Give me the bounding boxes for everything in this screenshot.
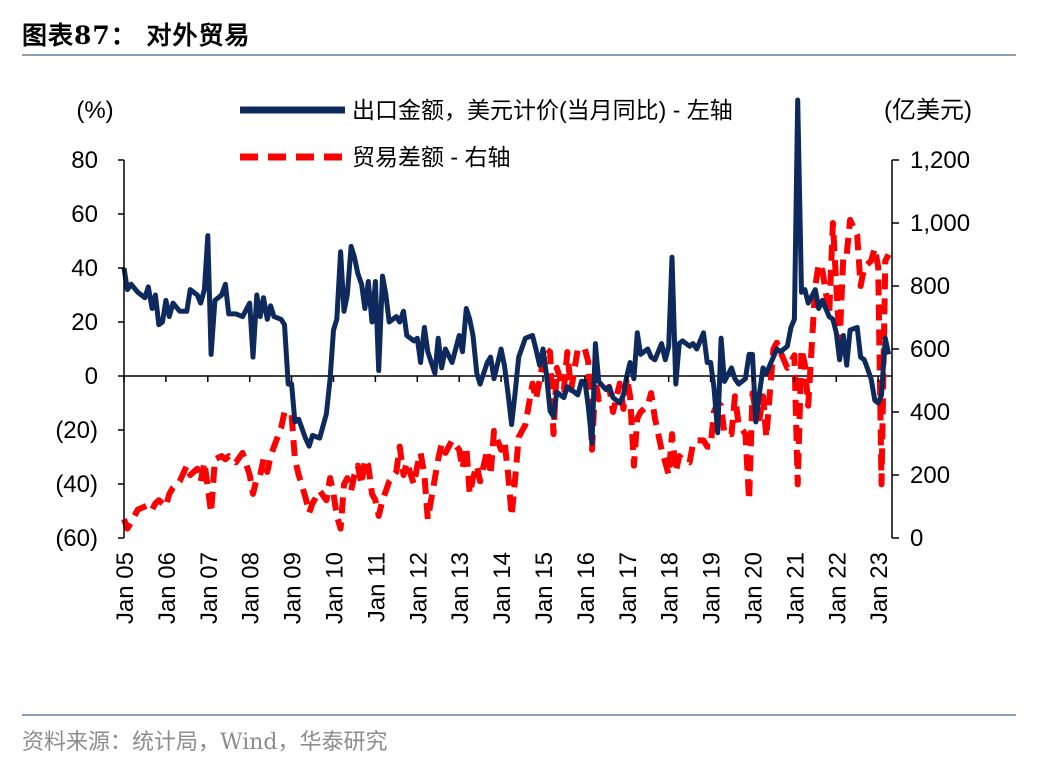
right-axis-ticks: 1,200 1,000 800 600 400 200 0 xyxy=(892,147,970,552)
x-tick-label: Jan 21 xyxy=(782,552,809,624)
series-group xyxy=(121,97,892,532)
right-tick-label: 1,200 xyxy=(910,147,970,174)
x-tick-label: Jan 09 xyxy=(280,552,307,624)
title-rule xyxy=(22,54,1016,56)
left-tick-label: (40) xyxy=(55,471,98,498)
source-note: 资料来源：统计局，Wind，华泰研究 xyxy=(22,730,388,755)
right-axis-unit: (亿美元) xyxy=(884,97,972,124)
x-tick-label: Jan 14 xyxy=(489,552,516,624)
left-tick-label: (20) xyxy=(55,417,98,444)
left-tick-label: 20 xyxy=(71,309,98,336)
left-tick-label: 40 xyxy=(71,255,98,282)
x-tick-label: Jan 06 xyxy=(154,552,181,624)
x-tick-label: Jan 23 xyxy=(866,552,893,624)
x-tick-label: Jan 12 xyxy=(405,552,432,624)
source-rule xyxy=(22,714,1016,716)
right-tick-label: 600 xyxy=(910,336,950,363)
figure-title: 图表87： 对外贸易 xyxy=(22,21,251,50)
export-yoy-line xyxy=(121,97,892,449)
left-axis-ticks: 80 60 40 20 0 (20) (40) (60) xyxy=(55,147,124,552)
right-tick-label: 1,000 xyxy=(910,210,970,237)
x-tick-label: Jan 17 xyxy=(615,552,642,624)
legend-label-exports: 出口金额，美元计价(当月同比) - 左轴 xyxy=(352,97,733,123)
right-tick-label: 200 xyxy=(910,462,950,489)
trade-balance-line xyxy=(121,216,892,532)
x-tick-label: Jan 08 xyxy=(238,552,265,624)
right-tick-label: 800 xyxy=(910,273,950,300)
left-tick-label: 60 xyxy=(71,201,98,228)
right-tick-label: 0 xyxy=(910,525,923,552)
legend-label-balance: 贸易差额 - 右轴 xyxy=(352,144,510,170)
x-tick-label: Jan 22 xyxy=(824,552,851,624)
left-tick-label: 0 xyxy=(85,363,98,390)
x-tick-label: Jan 05 xyxy=(112,552,139,624)
x-tick-label: Jan 15 xyxy=(531,552,558,624)
x-tick-label: Jan 10 xyxy=(321,552,348,624)
right-tick-label: 400 xyxy=(910,399,950,426)
x-tick-label: Jan 18 xyxy=(657,552,684,624)
left-axis-unit: (%) xyxy=(76,97,113,124)
x-tick-label: Jan 19 xyxy=(699,552,726,624)
x-tick-label: Jan 07 xyxy=(196,552,223,624)
left-tick-label: 80 xyxy=(71,147,98,174)
x-tick-label: Jan 11 xyxy=(363,552,390,622)
x-tick-label: Jan 16 xyxy=(573,552,600,624)
left-tick-label: (60) xyxy=(55,525,98,552)
x-tick-label: Jan 13 xyxy=(447,552,474,624)
legend: 出口金额，美元计价(当月同比) - 左轴 贸易差额 - 右轴 xyxy=(240,97,733,170)
x-tick-label: Jan 20 xyxy=(740,552,767,624)
x-axis-ticks: Jan 05 Jan 06 Jan 07 Jan 08 Jan 09 Jan 10 Jan … xyxy=(112,376,893,624)
